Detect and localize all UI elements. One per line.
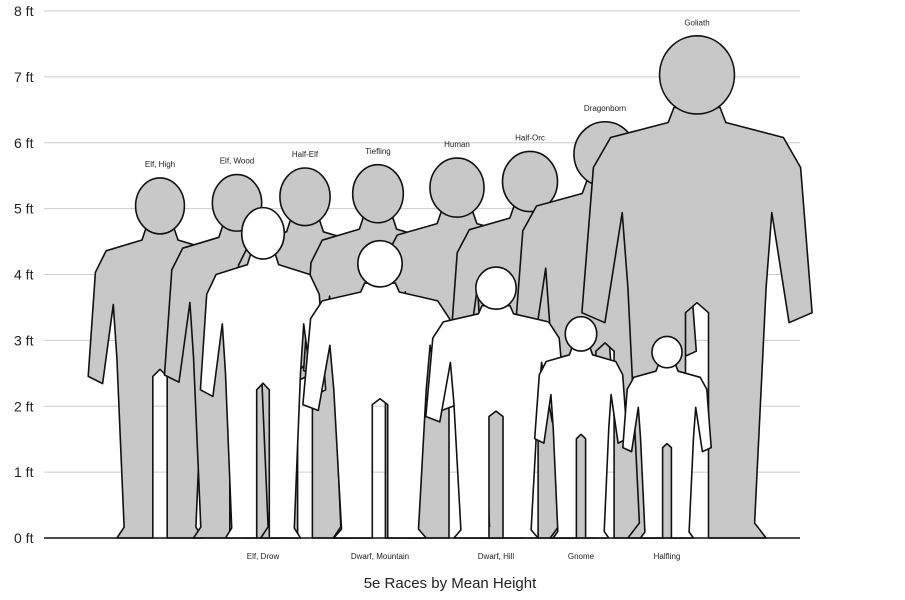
race-label: Half-Orc xyxy=(515,134,545,143)
race-label: Dwarf, Mountain xyxy=(351,552,409,561)
head-silhouette xyxy=(240,206,286,260)
head-silhouette xyxy=(651,335,683,369)
head-silhouette xyxy=(357,239,403,288)
y-tick-label: 0 ft xyxy=(14,530,34,546)
race-label: Gnome xyxy=(568,552,595,561)
race-label: Goliath xyxy=(684,18,709,27)
back-row-figures: Elf, High Elf, Wood Half-Elf Tiefling Human H… xyxy=(87,18,813,539)
body-silhouette xyxy=(622,364,712,539)
figure-dwarf-mountain: Dwarf, Mountain xyxy=(302,239,458,561)
figure-dwarf-hill: Dwarf, Hill xyxy=(425,266,567,561)
y-tick-label: 4 ft xyxy=(14,267,34,283)
y-tick-label: 8 ft xyxy=(14,3,34,19)
head-silhouette xyxy=(279,167,331,227)
figure-halfling: Halfling xyxy=(622,335,712,561)
head-silhouette xyxy=(351,163,405,224)
race-label: Elf, Drow xyxy=(247,552,280,561)
y-tick-label: 5 ft xyxy=(14,201,34,217)
y-tick-label: 6 ft xyxy=(14,135,34,151)
head-silhouette xyxy=(564,315,598,352)
race-label: Dwarf, Hill xyxy=(478,552,515,561)
head-silhouette xyxy=(658,35,736,115)
head-silhouette xyxy=(429,157,485,218)
body-silhouette xyxy=(199,253,327,539)
y-tick-label: 1 ft xyxy=(14,464,34,480)
y-tick-label: 7 ft xyxy=(14,69,34,85)
head-silhouette xyxy=(134,177,186,235)
race-label: Half-Elf xyxy=(292,150,319,159)
head-silhouette xyxy=(474,266,518,311)
chart-title: 5e Races by Mean Height xyxy=(364,575,537,592)
head-silhouette xyxy=(501,150,559,213)
race-label: Elf, High xyxy=(145,160,175,169)
front-row-figures: Elf, Drow Dwarf, Mountain Dwarf, Hill Gnome… xyxy=(199,206,712,561)
race-label: Dragonborn xyxy=(584,104,626,113)
y-tick-label: 2 ft xyxy=(14,398,34,414)
race-label: Halfling xyxy=(654,552,681,561)
race-label: Elf, Wood xyxy=(220,157,255,166)
y-tick-label: 3 ft xyxy=(14,332,34,348)
figure-elf-drow: Elf, Drow xyxy=(199,206,327,561)
race-label: Tiefling xyxy=(365,147,391,156)
race-label: Human xyxy=(444,140,470,149)
